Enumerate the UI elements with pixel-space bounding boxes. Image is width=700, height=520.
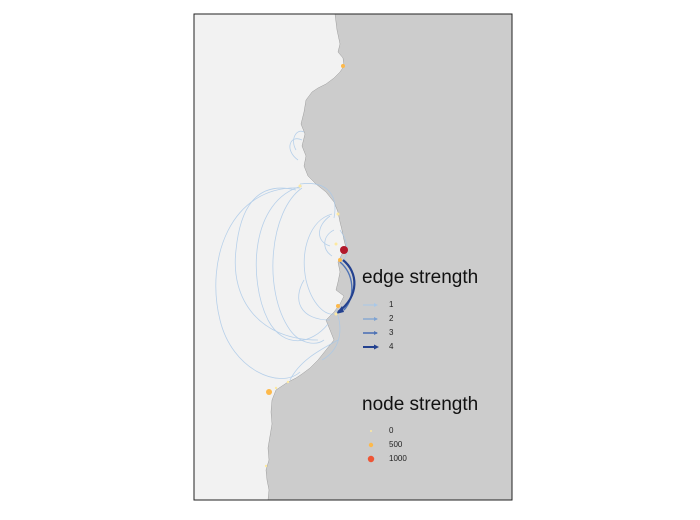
map-frame [193,13,513,501]
node-legend-key-1000 [367,455,375,463]
node [336,304,340,308]
node [264,464,268,468]
node [266,389,272,395]
node-legend-title: node strength [362,394,479,415]
edge [299,183,336,219]
edge-legend-key-3 [363,331,378,335]
edge [215,187,301,379]
edge-legend-keys [363,303,379,350]
node [334,242,338,246]
edge [289,339,339,381]
node-legend-label: 0 [389,426,394,435]
edge [289,138,303,161]
edge-legend-key-1 [363,303,378,307]
node [338,258,342,262]
edge-legend-label: 3 [389,328,394,337]
edge-legend-label: 1 [389,300,394,309]
node [274,386,278,390]
edge [303,213,335,315]
edge-strong [337,259,356,313]
edge-medium [339,261,353,311]
edge [298,279,331,321]
node-max-strength [340,246,348,254]
edge [272,187,325,344]
node-legend-key-0 [370,430,372,432]
node-legend-key-500 [368,442,374,448]
edge-legend-key-2 [363,317,378,321]
edge-legend-key-4 [363,344,379,350]
node [286,380,290,384]
node-legend-keys [367,430,375,463]
node [336,212,340,216]
edge [319,215,331,247]
node-legend-label: 1000 [389,454,407,463]
node [298,184,302,188]
nodes [264,64,348,468]
weak-edges [215,130,348,381]
edge [293,130,305,151]
edge [324,229,335,257]
edge-legend-label: 4 [389,342,394,351]
node [341,64,345,68]
edge-legend-label: 2 [389,314,394,323]
edge [321,309,341,361]
land-mass [265,13,513,501]
edge-arrowhead [336,306,344,314]
node [334,312,338,316]
node-legend-label: 500 [389,440,403,449]
edge-legend-title: edge strength [362,267,479,288]
edge [255,185,329,342]
